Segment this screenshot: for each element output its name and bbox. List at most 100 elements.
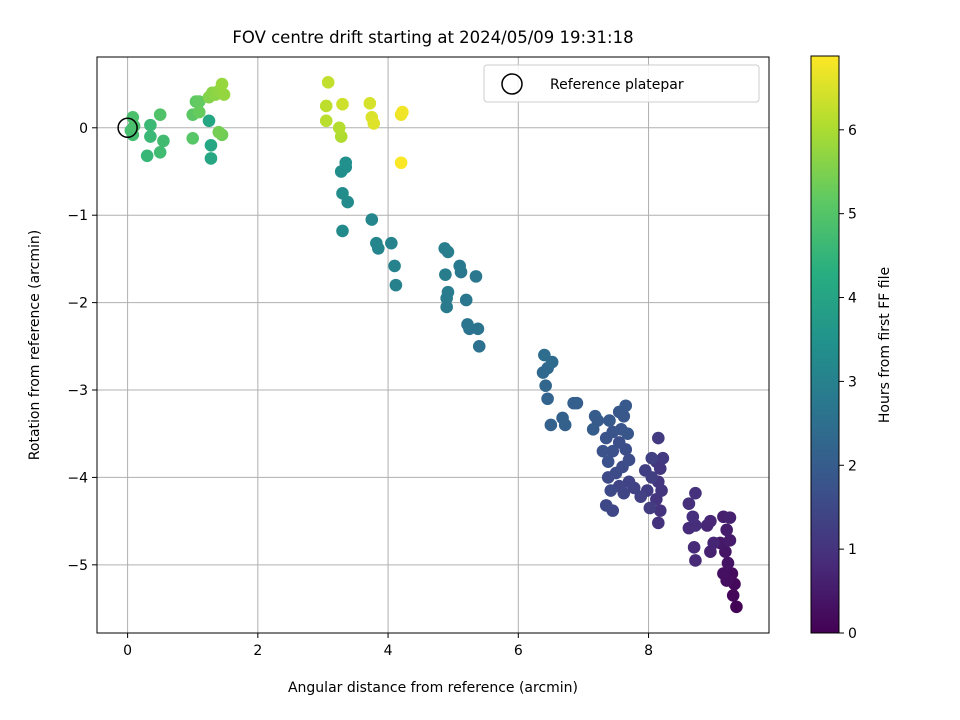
- data-point: [453, 259, 466, 273]
- data-point: [539, 379, 552, 392]
- data-point: [586, 423, 600, 436]
- data-point: [396, 105, 409, 119]
- data-point: [367, 117, 381, 130]
- x-tick-label: 6: [514, 643, 523, 659]
- data-point: [153, 108, 167, 121]
- colorbar: [810, 55, 840, 634]
- data-point: [321, 76, 335, 89]
- data-point: [365, 213, 379, 226]
- data-point: [634, 490, 648, 503]
- data-point: [339, 156, 353, 170]
- data-point: [541, 392, 554, 406]
- data-point: [319, 99, 333, 113]
- data-point: [144, 118, 157, 132]
- data-point: [643, 501, 657, 515]
- data-point: [619, 399, 633, 413]
- data-point: [622, 475, 636, 489]
- legend-marker-hollow-circle: [501, 73, 523, 95]
- data-point: [192, 95, 206, 108]
- data-point: [612, 436, 626, 449]
- data-point: [363, 97, 377, 110]
- data-point: [389, 278, 403, 292]
- colorbar-tick-label: 6: [848, 123, 857, 139]
- data-point: [538, 348, 551, 362]
- data-point: [186, 131, 200, 145]
- data-point: [438, 242, 452, 255]
- data-point: [215, 77, 229, 91]
- data-point: [723, 511, 737, 524]
- data-point: [596, 444, 610, 458]
- data-point: [469, 270, 483, 283]
- y-axis-ticks: −5 −4 −3 −2 −1 0: [67, 121, 97, 574]
- data-point: [603, 414, 616, 427]
- data-point: [606, 444, 620, 458]
- data-point: [723, 534, 737, 547]
- data-point: [567, 396, 580, 410]
- y-tick-label: −2: [67, 296, 88, 312]
- data-point: [707, 536, 720, 550]
- data-point: [686, 510, 700, 524]
- grid: [97, 57, 769, 633]
- data-point: [212, 125, 226, 139]
- colorbar-ticks: 0 1 2 3 4 5 6: [839, 123, 857, 642]
- colorbar-label: Hours from first FF file: [877, 267, 893, 423]
- data-point: [687, 541, 701, 554]
- reference-marker: [117, 117, 138, 139]
- y-tick-label: −1: [67, 208, 88, 224]
- data-point: [204, 138, 218, 152]
- data-point: [336, 187, 349, 200]
- x-tick-label: 0: [123, 643, 132, 659]
- data-point: [682, 497, 696, 510]
- plot-area-frame: [96, 56, 770, 634]
- data-point: [601, 455, 615, 468]
- data-point: [472, 340, 486, 353]
- reference-platepar-point: [117, 117, 138, 139]
- data-point: [388, 259, 401, 273]
- colorbar-tick-label: 2: [848, 458, 857, 474]
- data-point: [604, 484, 618, 497]
- x-axis-label: Angular distance from reference (arcmin): [288, 680, 578, 696]
- data-point: [622, 453, 636, 467]
- data-point: [556, 411, 569, 425]
- data-point: [336, 97, 349, 111]
- x-axis-ticks: 0 2 4 6 8: [123, 633, 653, 659]
- data-point: [459, 293, 473, 307]
- data-point: [652, 516, 665, 530]
- data-point: [140, 149, 154, 163]
- data-point: [730, 600, 743, 614]
- data-point: [720, 523, 733, 537]
- data-points: [124, 76, 743, 614]
- x-tick-label: 4: [384, 643, 393, 659]
- x-tick-label: 8: [644, 643, 653, 659]
- legend-entry-reference-platepar: Reference platepar: [550, 77, 684, 93]
- colorbar-tick-label: 5: [848, 207, 857, 223]
- data-point: [689, 554, 702, 567]
- colorbar-tick-label: 1: [848, 542, 857, 558]
- data-point: [336, 224, 349, 238]
- data-point: [126, 111, 140, 124]
- data-point: [439, 268, 452, 281]
- data-point: [153, 145, 167, 159]
- data-point: [544, 418, 558, 432]
- y-tick-label: −4: [67, 470, 88, 486]
- colorbar-tick-label: 3: [848, 374, 857, 390]
- y-axis-label: Rotation from reference (arcmin): [27, 230, 43, 460]
- data-point: [441, 285, 455, 299]
- data-point: [461, 318, 474, 331]
- data-point: [440, 300, 453, 314]
- data-point: [319, 114, 333, 128]
- data-point: [204, 152, 218, 165]
- data-point: [717, 567, 730, 580]
- y-tick-label: −5: [67, 558, 88, 574]
- data-point: [394, 156, 408, 170]
- data-point: [652, 431, 665, 445]
- y-tick-label: −3: [67, 383, 88, 399]
- data-point: [638, 464, 652, 477]
- colorbar-tick-label: 4: [848, 291, 857, 307]
- data-point: [192, 105, 206, 119]
- data-point: [332, 121, 346, 135]
- data-point: [157, 134, 170, 148]
- data-point: [726, 589, 740, 602]
- legend-box: [483, 64, 760, 103]
